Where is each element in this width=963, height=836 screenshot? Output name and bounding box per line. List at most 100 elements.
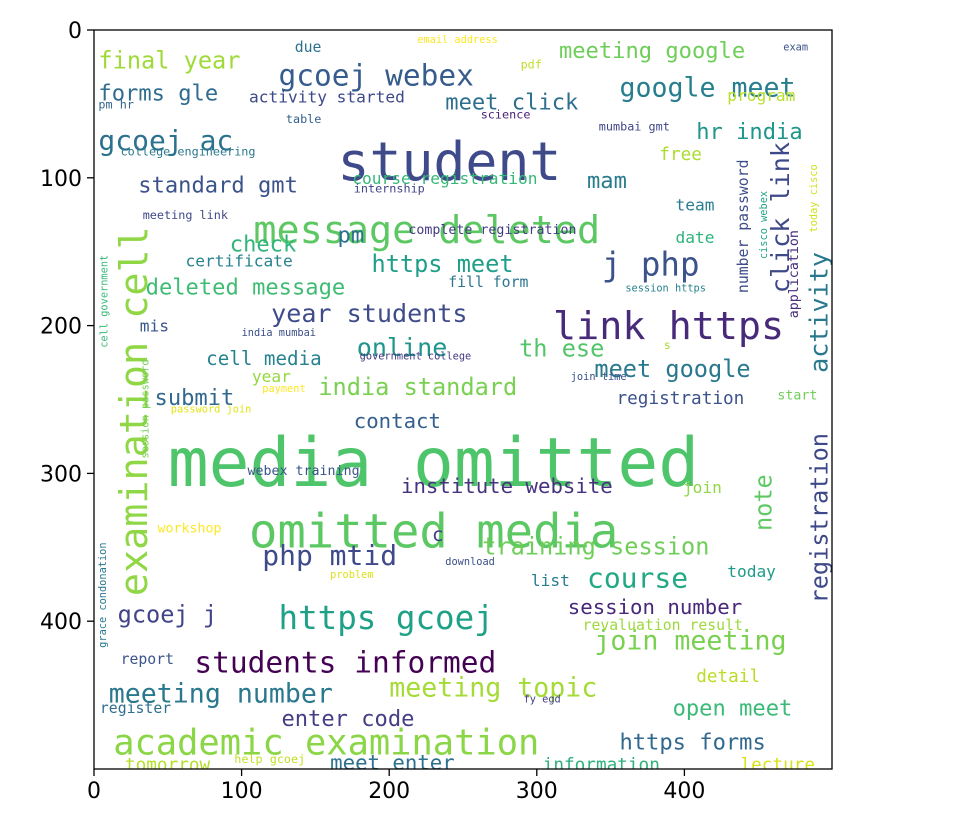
word-68: pm hr xyxy=(98,97,134,111)
word-18: course registration xyxy=(352,169,537,188)
word-65: mumbai gmt xyxy=(599,119,670,133)
word-89: year xyxy=(252,367,291,386)
word-54: list xyxy=(531,571,570,590)
word-85: email address xyxy=(417,34,498,46)
word-29: meet google xyxy=(594,355,750,383)
word-56: start xyxy=(777,388,817,403)
x-tick-label-1: 100 xyxy=(221,779,263,804)
word-50: tomorrow xyxy=(125,756,211,776)
y-tick-label-1: 100 xyxy=(40,167,82,192)
word-12: gcoej ac xyxy=(98,124,233,157)
word-44: enter code xyxy=(281,706,414,732)
word-69: college engineering xyxy=(121,145,256,159)
word-76: payment xyxy=(262,383,305,395)
axes-frame xyxy=(93,29,833,770)
word-71: meeting link xyxy=(143,208,228,222)
word-42: meeting number xyxy=(109,678,333,709)
vertical-word-2: click link xyxy=(766,142,795,293)
word-59: revaluation result xyxy=(583,617,743,634)
word-9: google meet xyxy=(619,72,795,103)
word-30: cell media xyxy=(206,347,322,370)
word-72: complete registration xyxy=(408,223,576,238)
word-64: program xyxy=(727,86,795,105)
word-32: submit xyxy=(155,385,235,411)
word-78: join time xyxy=(571,371,627,383)
word-8: gcoej webex xyxy=(279,59,474,93)
word-33: contact xyxy=(354,409,441,433)
word-27: online xyxy=(357,333,448,362)
vertical-word-11: grace condonation xyxy=(97,542,109,647)
word-52: register xyxy=(100,700,171,717)
vertical-word-6: application xyxy=(787,230,802,318)
word-22: check xyxy=(230,231,297,257)
y-tick-label-4: 400 xyxy=(40,610,82,635)
word-82: problem xyxy=(330,569,373,581)
word-60: fill form xyxy=(448,274,528,291)
word-51: help gcoej xyxy=(234,752,305,766)
word-6: https gcoej xyxy=(279,599,494,637)
word-75: government college xyxy=(360,350,472,362)
plot-area xyxy=(94,30,832,769)
word-81: download xyxy=(445,556,495,568)
word-80: workshop xyxy=(157,521,221,536)
vertical-word-8: today cisco xyxy=(808,164,820,232)
word-57: join xyxy=(683,478,722,497)
word-79: webex training xyxy=(248,464,360,479)
word-77: password join xyxy=(171,404,252,416)
word-7: students informed xyxy=(194,645,496,679)
word-53: report xyxy=(121,651,174,668)
word-34: registration xyxy=(617,389,745,409)
word-31: india standard xyxy=(318,373,517,401)
word-90: s xyxy=(664,338,671,352)
word-87: exam xyxy=(783,42,808,54)
word-4: academic examination xyxy=(113,723,539,764)
word-23: certificate xyxy=(186,252,293,271)
vertical-word-3: registration xyxy=(806,433,834,603)
word-13: forms gle xyxy=(98,81,218,107)
word-43: meeting topic xyxy=(389,673,597,704)
x-tick-label-3: 300 xyxy=(516,779,558,804)
word-62: team xyxy=(676,195,715,214)
word-86: pdf xyxy=(521,57,542,71)
word-61: date xyxy=(676,228,715,247)
word-46: https forms xyxy=(619,730,765,756)
vertical-word-9: cell government xyxy=(98,255,110,348)
word-83: fy egd xyxy=(524,693,561,705)
word-84: due xyxy=(295,39,322,56)
word-11: final year xyxy=(98,46,240,74)
word-14: meet click xyxy=(445,90,578,116)
word-41: join meeting xyxy=(594,625,786,656)
word-0: media omitted xyxy=(168,424,699,503)
x-tick-label-2: 200 xyxy=(368,779,410,804)
word-19: mam xyxy=(587,168,627,194)
x-tick-label-0: 0 xyxy=(87,779,101,804)
word-38: course xyxy=(587,561,688,594)
vertical-word-4: note xyxy=(749,474,777,531)
word-15: hr india xyxy=(696,119,802,145)
word-66: science xyxy=(481,108,531,122)
word-3: message deleted xyxy=(253,208,600,253)
word-74: india mumbai xyxy=(242,327,316,339)
y-tick-label-2: 200 xyxy=(40,315,82,340)
word-63: free xyxy=(659,145,702,165)
word-10: meeting google xyxy=(559,38,745,64)
word-67: table xyxy=(286,112,322,126)
vertical-word-1: activity xyxy=(805,252,834,373)
word-24: https meet xyxy=(371,250,513,278)
word-2: student xyxy=(338,131,562,193)
word-49: lecture xyxy=(740,756,815,776)
word-28: th ese xyxy=(519,334,604,362)
vertical-word-0: examination cell xyxy=(112,226,157,596)
word-20: pm xyxy=(338,223,365,249)
word-25: deleted message xyxy=(146,274,346,300)
word-35: institute website xyxy=(401,474,613,498)
word-88: mis xyxy=(140,317,169,336)
vertical-word-7: cisco webex xyxy=(758,191,770,259)
word-58: detail xyxy=(696,667,760,687)
word-55: today xyxy=(727,562,776,581)
word-70: internship xyxy=(354,182,425,196)
x-tick-label-4: 400 xyxy=(663,779,705,804)
word-16: activity started xyxy=(249,88,405,107)
y-tick-label-3: 300 xyxy=(40,462,82,487)
